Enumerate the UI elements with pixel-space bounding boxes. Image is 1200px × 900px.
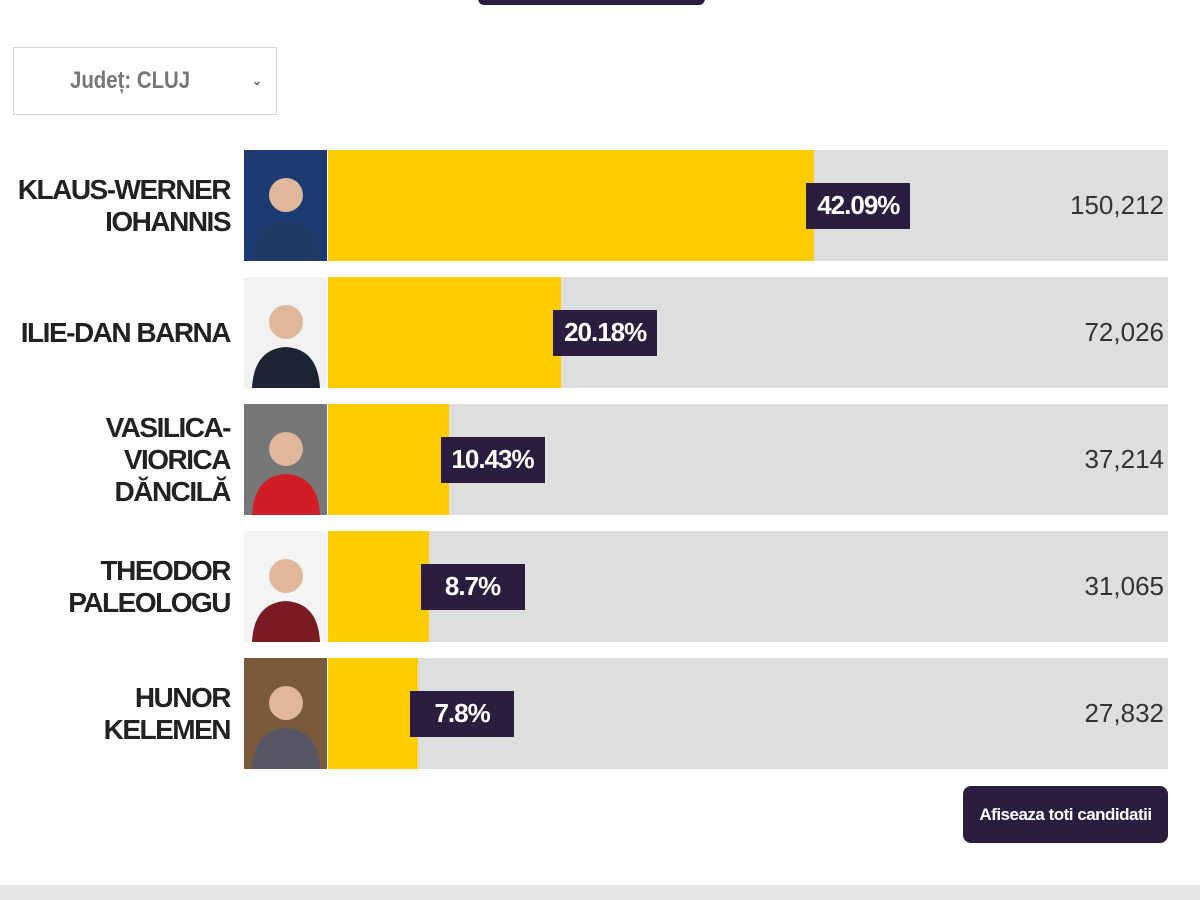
vote-count: 37,214	[1084, 444, 1164, 474]
vote-count: 72,026	[1084, 317, 1164, 347]
percent-label: 10.43%	[440, 436, 545, 483]
bar	[328, 277, 562, 388]
percent-label: 8.7%	[420, 563, 525, 610]
candidate-photo	[244, 150, 327, 261]
vote-count: 27,832	[1084, 698, 1164, 728]
show-all-button[interactable]: Afiseaza toti candidatii	[963, 786, 1168, 843]
bar	[328, 404, 449, 515]
portrait	[252, 686, 320, 769]
percent-label: 20.18%	[553, 309, 658, 356]
chevron: ⌄	[251, 74, 262, 88]
percent-label: 42.09%	[806, 182, 911, 229]
candidate-photo	[244, 658, 327, 769]
select-label: Județ: CLUJ	[70, 67, 191, 94]
candidate-name: THEODOR PALEOLOGU	[68, 554, 231, 618]
candidate-photo	[244, 277, 327, 388]
vote-count: 150,212	[1070, 190, 1164, 220]
candidate-name: ILIE-DAN BARNA	[20, 316, 232, 348]
vote-count: 31,065	[1084, 571, 1164, 601]
candidate-name: HUNOR KELEMEN	[103, 681, 232, 745]
candidate-photo	[244, 531, 327, 642]
percent-label: 7.8%	[410, 690, 515, 737]
portrait	[252, 305, 320, 388]
bar	[328, 658, 419, 769]
candidate-name: VASILICA-VIORICA DĂNCILĂ	[105, 411, 232, 507]
bar	[328, 150, 815, 261]
footer-band	[0, 885, 1200, 900]
county-select[interactable]: Județ: CLUJ ⌄	[13, 47, 277, 115]
bar	[328, 531, 429, 642]
portrait	[252, 432, 320, 515]
portrait	[252, 178, 320, 261]
top-button[interactable]	[478, 0, 705, 5]
candidate-photo	[244, 404, 327, 515]
candidate-name: KLAUS-WERNER IOHANNIS	[17, 173, 232, 237]
portrait	[252, 559, 320, 642]
